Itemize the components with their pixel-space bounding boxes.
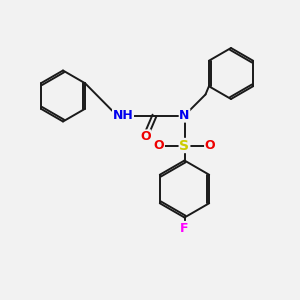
Text: O: O — [140, 130, 151, 143]
Text: NH: NH — [112, 109, 134, 122]
Text: O: O — [154, 139, 164, 152]
Text: N: N — [179, 109, 190, 122]
Text: O: O — [205, 139, 215, 152]
Text: S: S — [179, 139, 190, 152]
Text: F: F — [180, 221, 189, 235]
